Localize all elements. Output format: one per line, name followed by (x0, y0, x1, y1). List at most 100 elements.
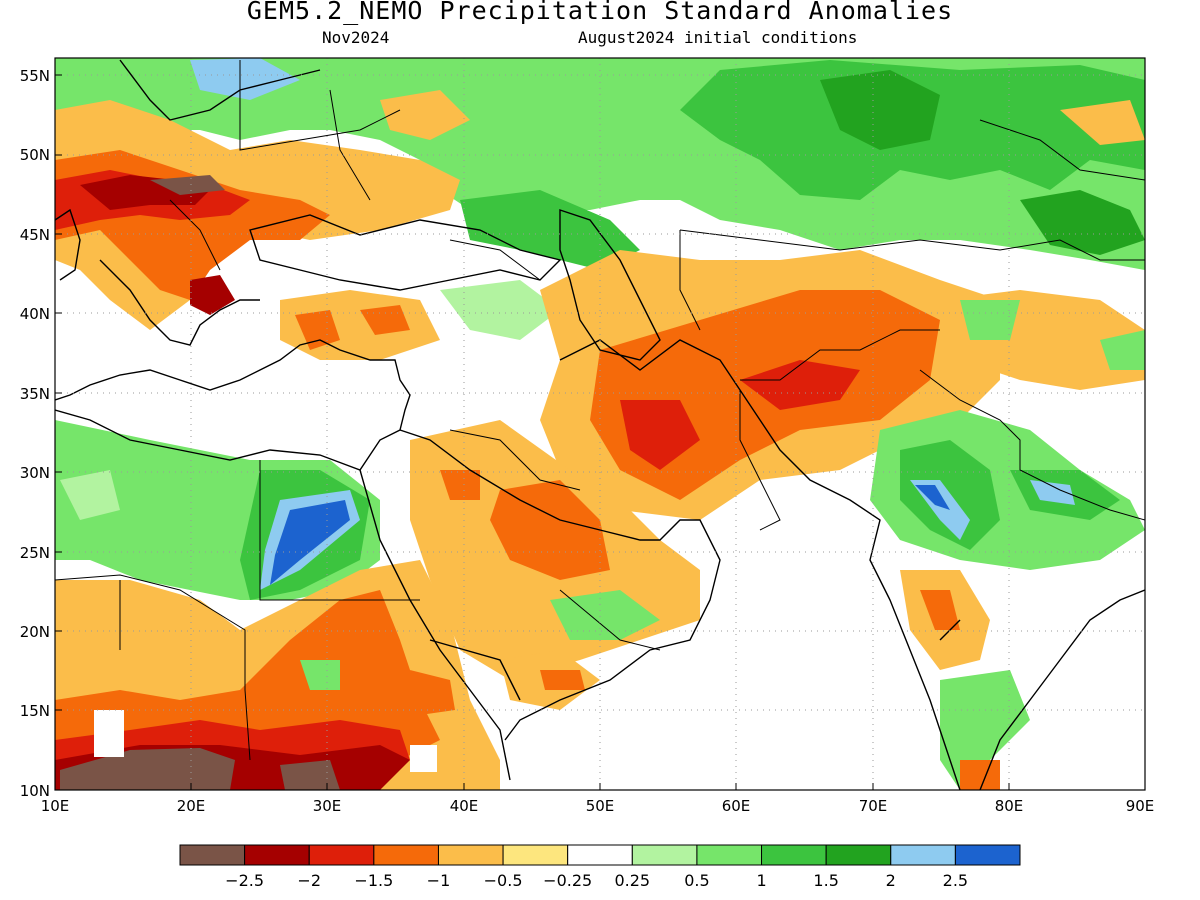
anomaly-region (915, 485, 950, 510)
border (679, 230, 701, 331)
colorbar-label: 1 (756, 871, 766, 890)
anomaly-region (380, 90, 470, 140)
border (919, 369, 1145, 521)
border (449, 429, 581, 491)
anomaly-region (1020, 190, 1145, 255)
lon-labels: 10E 20E 30E 40E 50E 60E 70E 80E 90E (41, 797, 1155, 815)
lat-label: 55N (20, 67, 50, 85)
anomaly-region (94, 710, 124, 757)
tick-marks (55, 74, 1010, 790)
colorbar-swatch (631, 844, 698, 866)
colorbar-label: 1.5 (813, 871, 838, 890)
lat-label: 45N (20, 226, 50, 244)
anomaly-region (410, 670, 455, 715)
lon-label: 60E (722, 797, 751, 815)
anomaly-region (490, 480, 610, 580)
coastline (429, 639, 521, 701)
lon-label: 50E (586, 797, 615, 815)
lon-label: 10E (41, 797, 70, 815)
colorbar-label: −1 (427, 871, 451, 890)
colorbar-label: −1.5 (354, 871, 393, 890)
colorbar-swatch (954, 844, 1021, 866)
colorbar-swatch (308, 844, 375, 866)
colorbar-swatch (761, 844, 827, 866)
lat-label: 50N (20, 146, 50, 164)
lat-label: 25N (20, 544, 50, 562)
initial-conditions: August2024 initial conditions (578, 28, 858, 47)
lat-label: 40N (20, 305, 50, 323)
coastline (939, 619, 961, 641)
colorbar-swatch (696, 844, 763, 866)
colorbar-label: −2 (297, 871, 321, 890)
coastline (559, 209, 661, 361)
border (740, 329, 940, 381)
colorbar-swatch (437, 844, 504, 866)
anomaly-region (60, 470, 120, 520)
anomaly-region (820, 70, 940, 150)
border (55, 574, 251, 761)
lat-label: 15N (20, 702, 50, 720)
map-title: GEM5.2_NEMO Precipitation Standard Anoma… (246, 0, 954, 25)
colorbar-label: −0.5 (484, 871, 523, 890)
colorbar-swatch (244, 844, 310, 866)
colorbar-label: −0.25 (543, 871, 592, 890)
anomaly-region (270, 500, 350, 585)
border (329, 89, 371, 201)
colorbar: −2.5 −2 −1.5 −1 −0.5 −0.25 0.25 0.5 1 1.5 2 2.5 (179, 844, 1021, 890)
coastline (99, 259, 260, 346)
colorbar-label: 0.25 (614, 871, 650, 890)
anomaly-region (960, 300, 1020, 340)
anomaly-field (55, 58, 1145, 790)
coastline (55, 339, 411, 471)
anomaly-region (440, 470, 480, 500)
border (259, 460, 420, 601)
lat-labels: 55N 50N 45N 40N 35N 30N 25N 20N 15N 10N (20, 67, 50, 800)
border (559, 589, 661, 651)
anomaly-region (620, 400, 700, 470)
lon-label: 20E (177, 797, 206, 815)
lon-label: 90E (1126, 797, 1155, 815)
anomaly-region (410, 745, 437, 772)
forecast-month: Nov2024 (322, 28, 390, 47)
border (239, 60, 401, 151)
anomaly-region (920, 590, 960, 630)
gridlines (55, 58, 1145, 790)
colorbar-label: −2.5 (225, 871, 264, 890)
border (169, 199, 221, 271)
lat-label: 35N (20, 385, 50, 403)
colorbar-label: 2 (886, 871, 896, 890)
anomaly-region (150, 175, 225, 195)
border (679, 229, 1145, 261)
colorbar-swatch (179, 844, 246, 866)
lon-label: 70E (859, 797, 888, 815)
coastline (979, 589, 1145, 790)
anomaly-region (280, 760, 340, 790)
lat-label: 20N (20, 623, 50, 641)
coastline (359, 469, 511, 781)
colorbar-swatch (825, 844, 892, 866)
lon-label: 80E (995, 797, 1024, 815)
border (739, 390, 781, 531)
lat-label: 30N (20, 464, 50, 482)
anomaly-region (960, 760, 1000, 790)
anomaly-region (1030, 480, 1075, 505)
colorbar-swatch (567, 844, 633, 866)
colorbar-swatch (373, 844, 439, 866)
anomaly-region (190, 275, 235, 315)
anomaly-region (300, 660, 340, 690)
border (449, 239, 541, 281)
country-borders (55, 60, 1145, 761)
lon-label: 30E (313, 797, 342, 815)
colorbar-swatch (890, 844, 956, 866)
anomaly-region (460, 190, 640, 270)
colorbar-label: 2.5 (943, 871, 968, 890)
coastline (119, 59, 321, 121)
coastline (55, 208, 81, 281)
anomaly-region (1060, 100, 1145, 145)
anomaly-region (1100, 330, 1145, 370)
border (979, 119, 1145, 181)
anomaly-region (190, 58, 300, 100)
anomaly-region (740, 360, 860, 410)
coastline (559, 339, 961, 790)
